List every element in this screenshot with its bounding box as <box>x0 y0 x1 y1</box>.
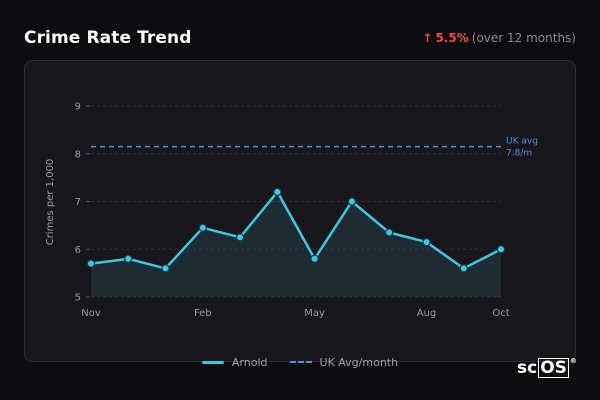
chart-legend: Arnold UK Avg/month <box>0 353 600 371</box>
x-tick-label-nov: Nov <box>81 308 101 319</box>
data-point-dec <box>124 254 133 263</box>
legend-swatch-solid <box>201 360 224 364</box>
legend-label-arnold: Arnold <box>231 355 268 369</box>
change-period: (over 12 months) <box>471 31 576 45</box>
data-point-jul <box>384 228 394 237</box>
data-point-aug <box>422 237 431 247</box>
x-tick-label-oct: Oct <box>492 308 509 319</box>
x-tick-label-feb: Feb <box>194 308 212 319</box>
y-tick-label-7: 7 <box>75 197 81 208</box>
data-point-nov <box>86 259 96 268</box>
chart-title: Crime Rate Trend <box>24 28 192 48</box>
x-tick-label-may: May <box>304 308 325 319</box>
reference-value-label: 7.8/m <box>506 149 532 159</box>
data-point-jun <box>347 197 357 206</box>
y-tick-label-9: 9 <box>75 102 81 113</box>
data-point-jan <box>161 264 170 273</box>
data-point-mar <box>235 233 245 242</box>
legend-item-arnold[interactable]: Arnold <box>201 355 268 369</box>
series-area <box>91 191 501 297</box>
legend-swatch-dashed <box>289 361 312 363</box>
data-point-may <box>310 254 319 263</box>
chart-card <box>24 60 576 362</box>
legend-label-uk-avg: UK Avg/month <box>319 355 399 369</box>
y-tick-label-5: 5 <box>75 293 81 304</box>
legend-item-uk-avg[interactable]: UK Avg/month <box>289 355 399 369</box>
change-percent: 5.5% <box>435 31 469 45</box>
y-tick-label-6: 6 <box>75 245 81 256</box>
chart-header: Crime Rate Trend ↑ 5.5% (over 12 months) <box>24 24 576 52</box>
scos-logo: sc OS ® <box>517 357 577 378</box>
x-tick-label-aug: Aug <box>417 308 437 319</box>
change-summary: ↑ 5.5% (over 12 months) <box>422 31 576 45</box>
data-point-oct <box>496 245 506 254</box>
reference-label: UK avg <box>506 137 538 147</box>
y-axis-label: Crimes per 1,000 <box>45 159 56 246</box>
data-point-apr <box>273 187 282 197</box>
data-point-feb <box>198 223 208 232</box>
series-line-arnold <box>90 190 502 270</box>
y-tick-label-8: 8 <box>75 149 81 160</box>
data-point-sep <box>459 264 468 273</box>
trend-up-icon: ↑ <box>422 31 433 45</box>
